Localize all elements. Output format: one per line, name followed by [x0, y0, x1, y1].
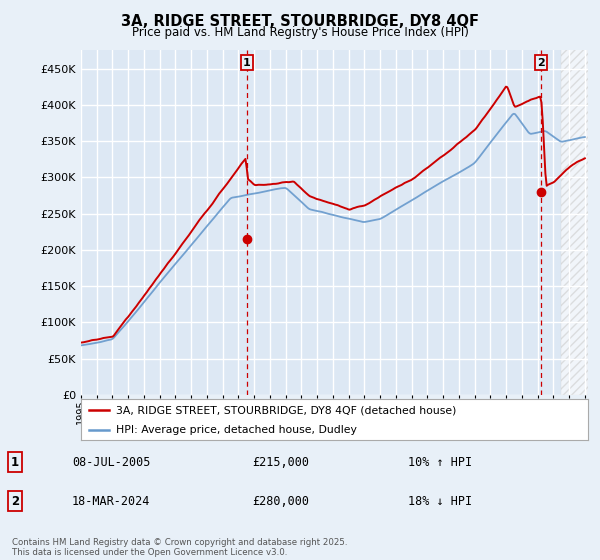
Text: Contains HM Land Registry data © Crown copyright and database right 2025.
This d: Contains HM Land Registry data © Crown c…	[12, 538, 347, 557]
Text: £280,000: £280,000	[252, 494, 309, 508]
Text: HPI: Average price, detached house, Dudley: HPI: Average price, detached house, Dudl…	[116, 424, 358, 435]
Text: 1: 1	[11, 455, 19, 469]
Text: 18-MAR-2024: 18-MAR-2024	[72, 494, 151, 508]
Text: 3A, RIDGE STREET, STOURBRIDGE, DY8 4QF (detached house): 3A, RIDGE STREET, STOURBRIDGE, DY8 4QF (…	[116, 405, 457, 415]
Text: Price paid vs. HM Land Registry's House Price Index (HPI): Price paid vs. HM Land Registry's House …	[131, 26, 469, 39]
Text: 2: 2	[537, 58, 545, 68]
Text: 18% ↓ HPI: 18% ↓ HPI	[408, 494, 472, 508]
Text: 3A, RIDGE STREET, STOURBRIDGE, DY8 4QF: 3A, RIDGE STREET, STOURBRIDGE, DY8 4QF	[121, 14, 479, 29]
Text: 10% ↑ HPI: 10% ↑ HPI	[408, 455, 472, 469]
Text: 1: 1	[243, 58, 251, 68]
Text: £215,000: £215,000	[252, 455, 309, 469]
Text: 08-JUL-2005: 08-JUL-2005	[72, 455, 151, 469]
Text: 2: 2	[11, 494, 19, 508]
